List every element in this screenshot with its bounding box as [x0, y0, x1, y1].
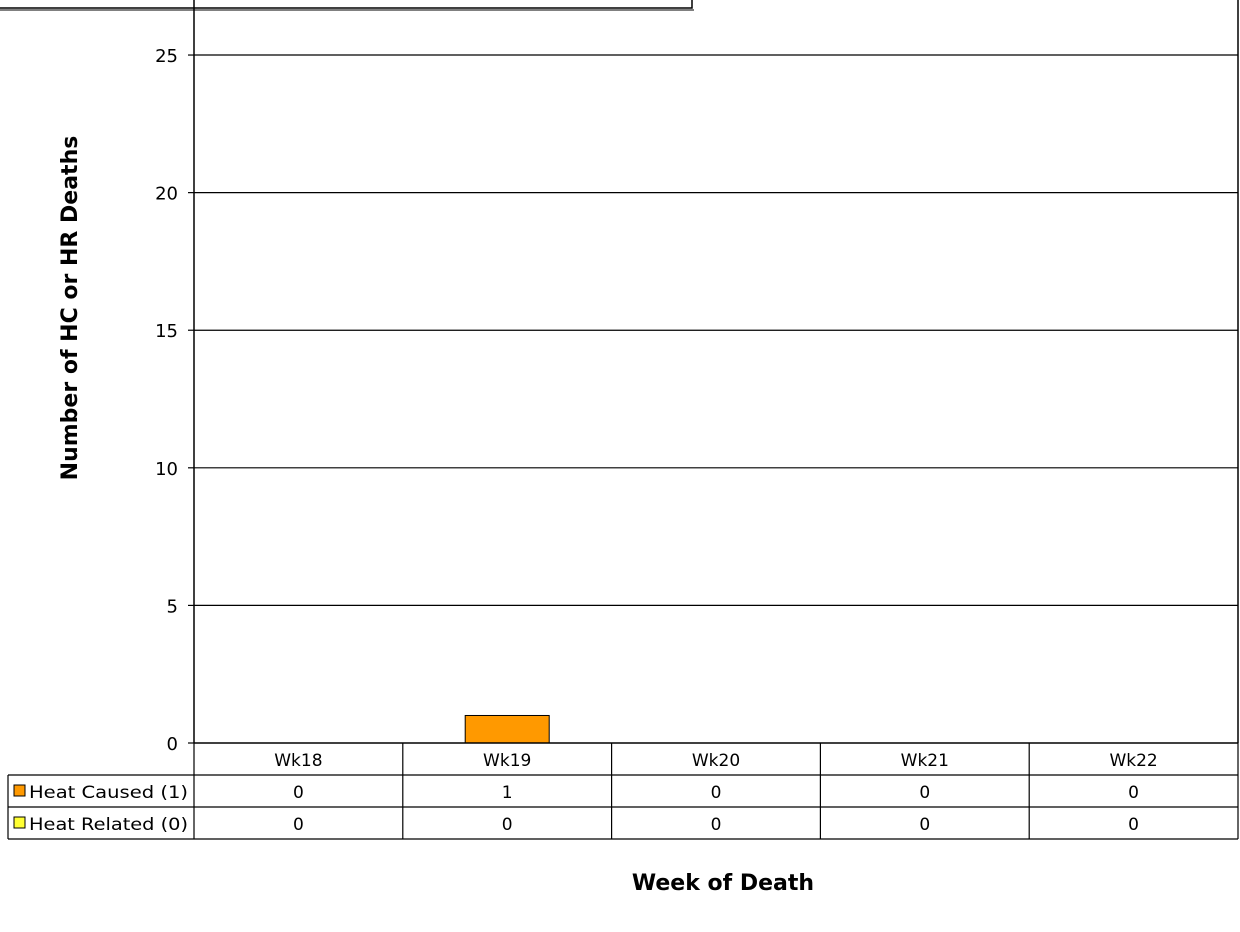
- x-tick-label: Wk22: [1109, 751, 1157, 771]
- x-tick-label: Wk20: [692, 751, 740, 771]
- table-cell-value: 0: [293, 783, 304, 803]
- legend-label: Heat Caused (1): [29, 783, 188, 803]
- y-tick-label: 20: [155, 184, 178, 205]
- x-tick-label: Wk19: [483, 751, 531, 771]
- plot-area: [193, 0, 1239, 743]
- y-tick-label: 25: [155, 46, 178, 67]
- table-cell-value: 0: [1128, 783, 1139, 803]
- table-cell-value: 0: [919, 815, 930, 835]
- y-axis-title: Number of HC or HR Deaths: [58, 136, 83, 481]
- table-cell-value: 1: [502, 783, 513, 803]
- y-axis-ticks: 0 5 10 15 20 25: [155, 46, 194, 755]
- table-cell-value: 0: [919, 783, 930, 803]
- legend-swatch: [13, 816, 26, 829]
- table-cell-value: 0: [502, 815, 513, 835]
- bar: [464, 714, 550, 744]
- y-tick-label: 5: [167, 596, 178, 617]
- bars: [464, 714, 550, 744]
- data-table: Wk18 Wk19 Wk20 Wk21 Wk22 Heat Caused (1) 0 1 0 0 0…: [7, 742, 1239, 840]
- table-cell-value: 0: [711, 815, 722, 835]
- legend-box-remnant: [0, 0, 693, 9]
- table-cell-value: 0: [1128, 815, 1139, 835]
- legend-swatch: [13, 784, 26, 797]
- x-tick-label: Wk21: [901, 751, 949, 771]
- y-tick-label: 0: [167, 734, 178, 755]
- x-axis-title: Week of Death: [632, 871, 814, 896]
- x-tick-label: Wk18: [274, 751, 322, 771]
- table-cell-value: 0: [711, 783, 722, 803]
- table-cell-value: 0: [293, 815, 304, 835]
- y-tick-label: 15: [155, 321, 178, 342]
- legend-label: Heat Related (0): [29, 815, 188, 835]
- gridlines: [194, 54, 1238, 607]
- y-tick-label: 10: [155, 459, 178, 480]
